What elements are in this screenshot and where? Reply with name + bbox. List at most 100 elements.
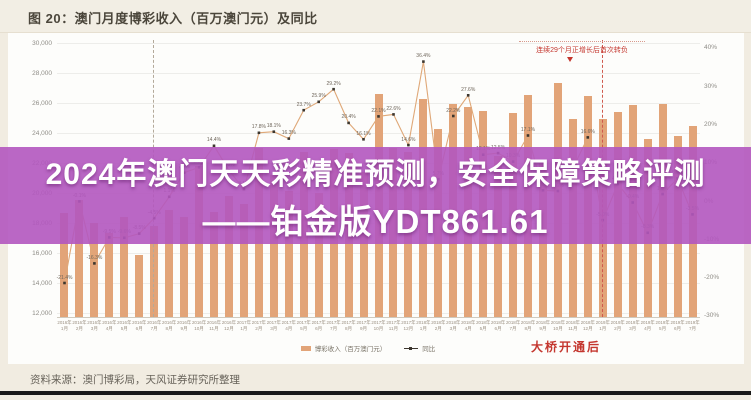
- x-tick-label: 2016年 5月: [117, 320, 132, 331]
- yoy-point-label: 22.1%: [371, 107, 386, 114]
- x-tick-label: 2016年 1月: [57, 320, 72, 331]
- x-tick-month: 8月: [345, 325, 353, 331]
- x-tick-label: 2019年 7月: [685, 320, 700, 331]
- x-axis-line: [57, 317, 700, 318]
- x-tick-month: 3月: [629, 325, 637, 331]
- x-tick-year: 2017年: [341, 320, 356, 325]
- x-tick-month: 1月: [419, 325, 427, 331]
- x-tick-month: 7月: [330, 325, 338, 331]
- x-tick-year: 2018年: [565, 320, 580, 325]
- x-tick-month: 10月: [194, 325, 204, 331]
- yoy-point-label: 17.1%: [520, 127, 536, 133]
- source-note: 资料来源：澳门博彩局，天风证券研究所整理: [30, 374, 240, 386]
- x-tick-month: 3月: [270, 325, 278, 331]
- x-tick-month: 7月: [688, 325, 697, 331]
- x-tick-label: 2019年 2月: [610, 320, 625, 331]
- x-tick-year: 2017年: [251, 320, 266, 325]
- x-tick-year: 2016年: [191, 320, 207, 325]
- promo-overlay-banner: 2024年澳门天天彩精准预测，安全保障策略评测 ——铂金版YDT861.61: [0, 147, 751, 244]
- x-tick-label: 2018年 3月: [446, 320, 461, 331]
- chart-title: 图 20：澳门月度博彩收入（百万澳门元）及同比: [28, 11, 318, 26]
- x-tick-year: 2019年: [625, 320, 640, 325]
- x-tick-month: 12月: [224, 325, 234, 331]
- x-tick-year: 2018年: [505, 320, 521, 325]
- yoy-point-label: 27.6%: [461, 86, 476, 93]
- left-axis-label: 12,000: [32, 309, 52, 317]
- yoy-point-label: 25.9%: [311, 93, 326, 100]
- x-tick-month: 1月: [60, 325, 69, 331]
- legend-item-yoy: 同比: [404, 343, 435, 353]
- yoy-point-label: -21.4%: [56, 274, 73, 281]
- x-tick-label: 2018年 4月: [461, 320, 476, 331]
- left-axis-label: 24,000: [32, 129, 52, 137]
- x-tick-year: 2016年: [147, 320, 162, 325]
- legend-line-swatch-icon: [404, 346, 419, 350]
- x-tick-month: 12月: [403, 325, 414, 331]
- x-tick-year: 2018年: [431, 320, 446, 325]
- x-tick-year: 2017年: [371, 320, 386, 325]
- yoy-point-label: 20.4%: [341, 114, 356, 121]
- x-tick-month: 2月: [614, 325, 622, 331]
- x-tick-year: 2017年: [386, 320, 401, 325]
- x-tick-label: 2018年 11月: [565, 320, 580, 331]
- x-tick-year: 2016年: [162, 320, 177, 325]
- x-tick-month: 4月: [464, 325, 472, 331]
- x-tick-label: 2018年 2月: [431, 320, 446, 331]
- x-tick-year: 2018年: [446, 320, 461, 325]
- x-tick-year: 2017年: [326, 320, 341, 325]
- x-tick-month: 9月: [359, 325, 368, 331]
- yoy-point-label: 22.2%: [446, 107, 461, 114]
- x-tick-label: 2016年 9月: [177, 320, 192, 331]
- x-tick-label: 2018年 8月: [521, 320, 536, 331]
- x-tick-month: 6月: [673, 325, 682, 331]
- x-tick-year: 2019年: [640, 320, 655, 325]
- x-tick-month: 11月: [568, 325, 578, 331]
- x-tick-label: 2017年 10月: [371, 320, 386, 331]
- legend-item-revenue: 博彩收入（百万澳门元）: [300, 343, 386, 353]
- x-tick-label: 2016年 7月: [147, 320, 162, 331]
- revenue-bar: [105, 232, 114, 317]
- x-tick-year: 2016年: [102, 320, 117, 325]
- x-tick-label: 2017年 1月: [236, 320, 251, 331]
- x-tick-month: 6月: [494, 325, 502, 331]
- x-tick-month: 8月: [524, 325, 532, 331]
- x-tick-year: 2016年: [132, 320, 147, 325]
- yoy-point-label: 16.3%: [281, 130, 296, 137]
- x-tick-label: 2019年 5月: [655, 320, 670, 331]
- x-tick-year: 2017年: [281, 320, 296, 325]
- x-tick-year: 2018年: [520, 320, 536, 325]
- yoy-point-label: 18.1%: [266, 123, 281, 130]
- x-tick-month: 8月: [165, 325, 173, 331]
- x-tick-month: 4月: [285, 325, 293, 331]
- x-tick-month: 2月: [255, 325, 263, 331]
- x-tick-label: 2016年 8月: [162, 320, 177, 331]
- yoy-point-label: 17.8%: [251, 124, 266, 131]
- promo-text-line2: ——铂金版YDT861.61: [202, 202, 549, 240]
- left-axis-label: 14,000: [32, 279, 52, 287]
- yoy-point-label: 23.7%: [296, 101, 311, 108]
- x-tick-month: 10月: [553, 325, 563, 331]
- x-tick-label: 2016年 10月: [192, 320, 207, 331]
- x-tick-month: 3月: [449, 325, 457, 331]
- x-tick-label: 2018年 12月: [580, 320, 595, 331]
- x-tick-year: 2016年: [177, 320, 192, 325]
- x-tick-year: 2016年: [206, 320, 222, 325]
- x-tick-month: 2月: [75, 325, 83, 331]
- x-tick-month: 7月: [150, 325, 158, 331]
- legend-bar-swatch-icon: [300, 345, 311, 351]
- x-tick-label: 2017年 12月: [401, 320, 416, 331]
- x-tick-month: 1月: [240, 325, 248, 331]
- x-tick-year: 2019年: [685, 320, 700, 325]
- x-tick-month: 10月: [373, 325, 384, 331]
- x-tick-label: 2017年 5月: [296, 320, 311, 331]
- title-bar: 图 20：澳门月度博彩收入（百万澳门元）及同比: [0, 0, 751, 33]
- x-tick-month: 12月: [582, 325, 593, 331]
- x-tick-label: 2019年 1月: [595, 320, 610, 331]
- x-tick-label: 2018年 1月: [416, 320, 431, 331]
- x-tick-label: 2016年 6月: [132, 320, 147, 331]
- x-tick-year: 2019年: [655, 320, 670, 325]
- x-tick-year: 2018年: [416, 320, 431, 325]
- x-tick-year: 2016年: [57, 320, 72, 325]
- x-tick-month: 4月: [644, 325, 652, 331]
